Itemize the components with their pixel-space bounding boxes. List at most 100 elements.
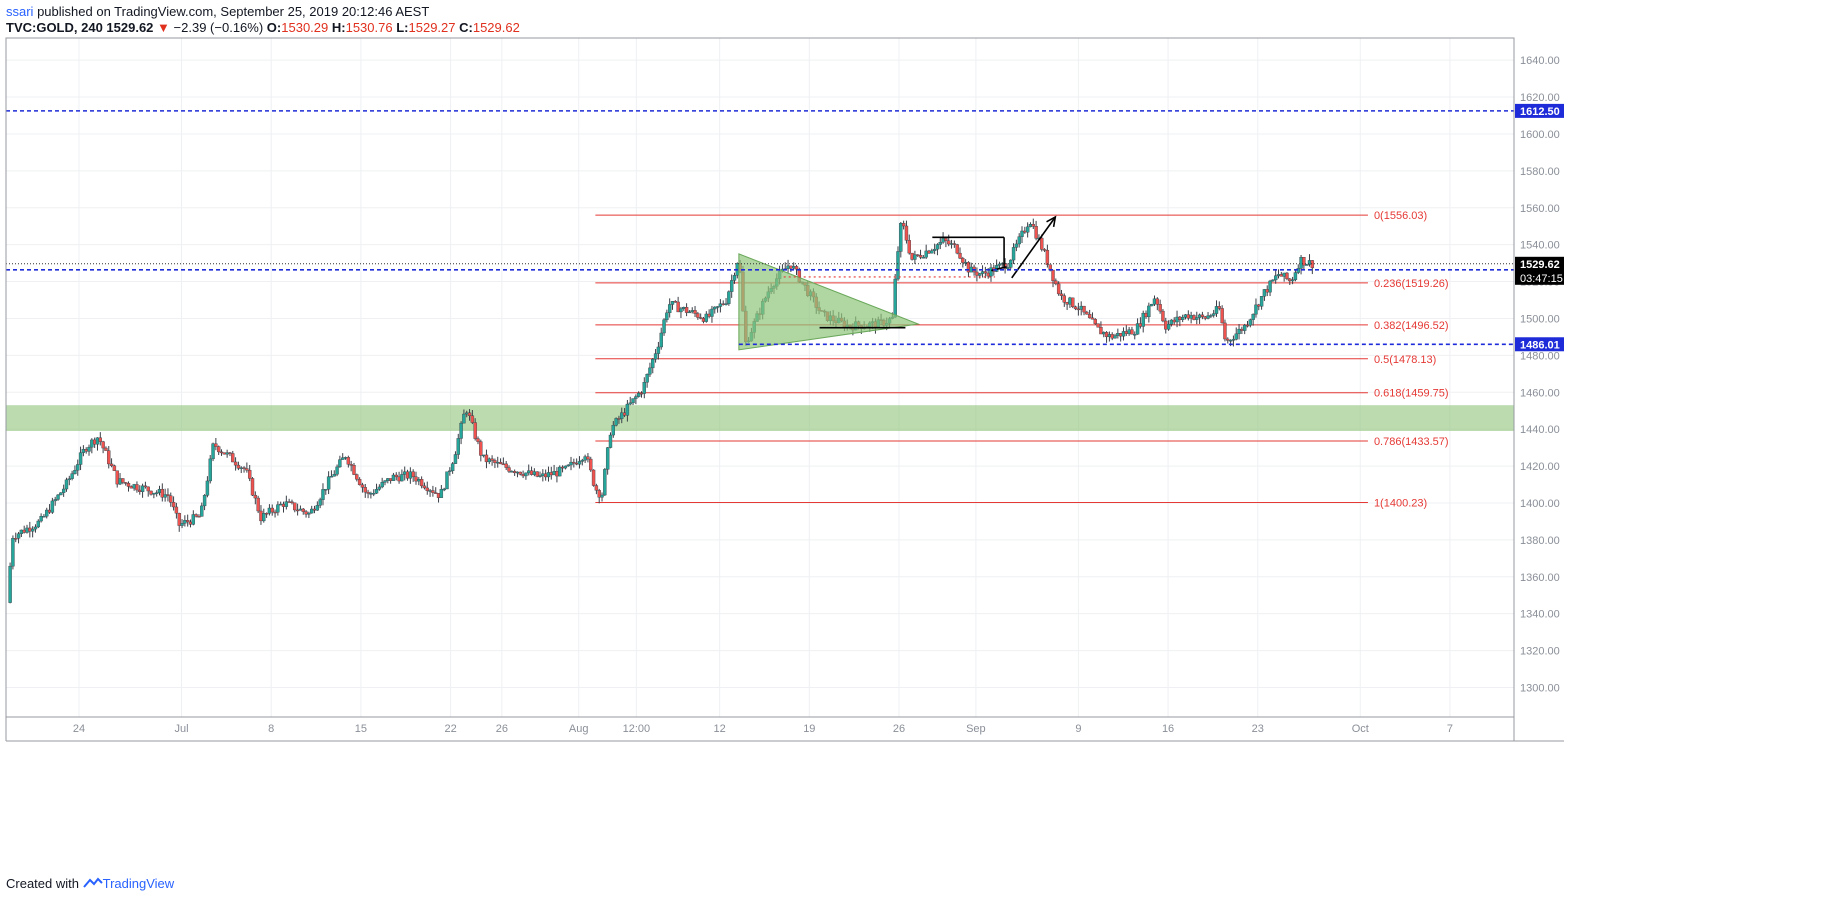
horizontal-lines[interactable] [6,110,1514,346]
candle-body [312,508,317,511]
x-tick-label: Sep [966,723,986,735]
candle-body [1118,333,1123,337]
candle-body [163,494,167,498]
triangle-pattern[interactable] [738,253,921,351]
candle-body [1180,316,1185,320]
fib-retracement[interactable]: 0(1556.03) 0.236(1519.26) 0.382(1496.52) 0.… [595,210,1449,510]
candle-body [1099,327,1103,335]
candle-body [123,482,128,484]
candle-body [518,471,522,475]
candle-body [656,346,661,354]
candle-body [947,240,951,245]
drawings[interactable] [738,215,1057,351]
price-label: 1612.50 [1520,106,1560,118]
candle-body [321,489,325,500]
y-tick-label: 1340.00 [1520,609,1560,621]
support-zone-band[interactable] [6,405,1514,432]
candle-body [577,461,582,465]
candle-body [25,527,29,533]
candle-body [363,487,367,493]
candle-body [670,301,675,305]
candle-body [115,470,119,485]
candle-body [200,505,204,517]
candle-body [975,271,979,276]
candle-body [574,462,579,465]
candle-body [521,474,525,477]
candle-body [146,486,150,492]
candle-body [938,242,942,245]
candle-body [1282,272,1286,277]
y-tick-label: 1580.00 [1520,166,1560,178]
candle-body [208,458,212,482]
publish-line: ssari published on TradingView.com, Sept… [6,4,1606,20]
last-price-label: 1529.62 [1520,259,1560,271]
candle-body [1223,322,1227,340]
candle-body [1257,304,1261,307]
candle-body [1251,313,1255,320]
candle-body [349,464,353,466]
arrow-line[interactable] [1011,216,1056,279]
candle-body [481,454,486,457]
candle-body [538,475,542,477]
candle-body [28,527,32,532]
candle-body [910,252,914,260]
candle-body [1113,335,1117,339]
price-axis[interactable]: 1300.00 1320.00 1340.00 1360.00 1380.00 1400.… [1520,55,1560,694]
candle-body [921,257,926,259]
candle-body [639,392,644,395]
candle-body [543,473,548,478]
y-tick-label: 1380.00 [1520,535,1560,547]
candle-body [456,438,460,455]
candle-body [1285,272,1289,280]
candle-body [614,418,618,426]
x-tick-label: 8 [268,723,274,735]
candle-body [913,254,917,260]
candle-body [1158,304,1162,312]
candle-body [1056,283,1061,295]
support-zone [6,405,1514,432]
grid [6,38,1514,717]
candle-body [1076,308,1081,311]
candle-body [983,271,988,274]
tradingview-link[interactable]: TradingView [102,876,175,891]
candle-body [1017,236,1021,245]
candle-body [1071,297,1075,308]
candle-body [436,493,441,498]
candle-body [383,480,387,483]
candle-body [1172,319,1176,323]
candle-body [1217,306,1222,309]
candle-body [625,403,630,416]
candle-body [636,392,641,397]
candle-body [19,529,24,534]
candle-body [653,353,658,360]
fib-level-label: 0(1556.03) [1374,210,1427,222]
candle-body [253,494,258,499]
fib-level-label: 0.5(1478.13) [1374,354,1436,366]
candle-body [140,485,145,492]
candle-body [1152,298,1157,305]
author-link[interactable]: ssari [6,4,34,19]
candle-body [360,484,365,488]
candle-body [476,438,480,442]
candle-body [1214,306,1219,314]
candle-body [496,461,500,464]
created-with-text: Created with [6,876,79,891]
candle-body [1133,334,1137,336]
candle-body [504,463,508,468]
time-axis[interactable]: 24 Jul 8 15 22 26 Aug 12:00 12 19 26 Sep 9 16 23 Oct 7 [73,723,1453,735]
chart-frame [5,37,1564,742]
candle-body [346,457,351,465]
candle-body [935,244,940,250]
candle-body [470,415,475,423]
candle-body [377,486,382,490]
candle-body [326,476,331,490]
candle-body [132,484,136,489]
candle-body [439,489,444,498]
candle-body [679,308,683,313]
candle-body [1226,338,1230,341]
candle-body [160,488,165,498]
x-tick-label: 9 [1075,723,1081,735]
candle-body [183,520,187,524]
y-tick-label: 1320.00 [1520,646,1560,658]
